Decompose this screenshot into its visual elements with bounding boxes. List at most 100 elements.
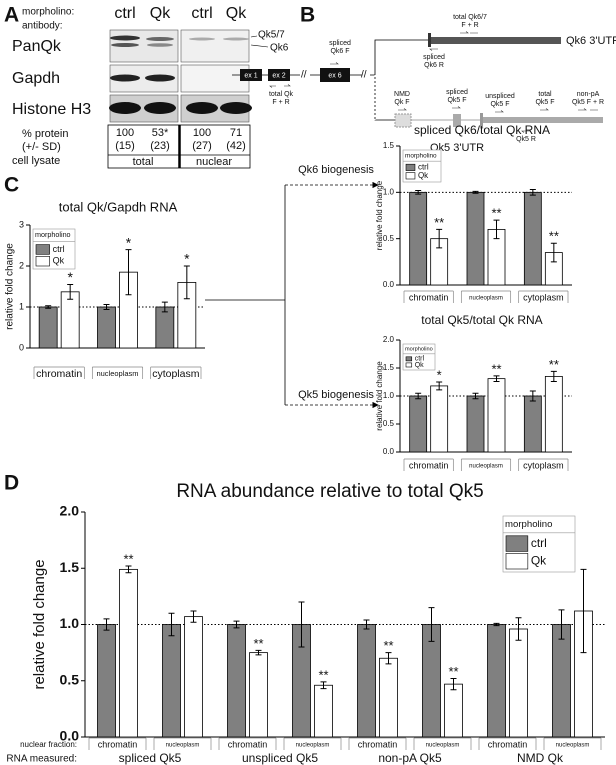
error-bar (493, 219, 500, 240)
primer-label: total (538, 91, 552, 98)
bar (314, 684, 333, 738)
error-bar (298, 601, 305, 648)
bar (409, 395, 428, 453)
significance-label: ** (318, 667, 328, 682)
exon-label: ex 1 (244, 72, 257, 79)
category-bracket (413, 737, 472, 750)
break-mark: // (361, 70, 367, 81)
bar (60, 291, 80, 349)
x-tick-label: cytoplasm (152, 368, 200, 380)
primer-label: total Qk (269, 91, 294, 98)
bar (155, 306, 175, 349)
table-cell: (27) (192, 140, 212, 152)
error-bar (415, 189, 422, 195)
chart-title: total Qk/Gapdh RNA (59, 199, 178, 214)
panel-c-arrows: Qk6 biogenesis Qk5 biogenesis (205, 164, 379, 409)
legend-label: ctrl (53, 244, 65, 254)
x-tick-label: nucleoplasm (426, 743, 460, 749)
chart: RNA abundance relative to total Qk5 relat… (6, 481, 605, 765)
error-bar (493, 622, 500, 627)
bar (466, 395, 485, 453)
legend-title: morpholino (35, 230, 71, 239)
primer-label: Qk5 F (447, 97, 466, 104)
legend-label: ctrl (415, 356, 425, 363)
category-bracket (403, 458, 454, 471)
error-bar (161, 301, 168, 313)
x-tick-label: cytoplasm (523, 292, 564, 302)
error-bar (320, 681, 327, 690)
chart: total Qk5/total Qk RNA relative fold chan… (375, 313, 572, 471)
error-bar (385, 652, 392, 665)
x-tick-label: chromatin (36, 368, 82, 380)
legend-swatch (405, 362, 413, 368)
error-bar (493, 375, 500, 382)
significance-label: ** (549, 357, 559, 372)
y-tick-label: 1 (19, 301, 24, 311)
error-bar (436, 381, 443, 391)
exon-label: ex 6 (328, 72, 341, 79)
primer-label: NMD (394, 91, 410, 98)
blot (109, 29, 252, 123)
bar (552, 624, 571, 738)
x-tick-label: chromatin (488, 739, 528, 749)
x-tick-label: chromatin (228, 739, 268, 749)
panel-a: morpholino: antibody: ctrl Qk ctrl Qk Pa… (12, 5, 289, 169)
primer-label: spliced (423, 54, 445, 61)
y-tick-label: 1.0 (383, 187, 395, 196)
error-bar (45, 305, 52, 309)
legend-swatch (405, 172, 416, 180)
panel-label: C (4, 174, 19, 197)
x-tick-label: chromatin (98, 739, 138, 749)
table-cell: 71 (230, 127, 242, 139)
table-cell: 53* (152, 127, 169, 139)
bar (162, 624, 181, 738)
row-label: cell lysate (12, 155, 60, 167)
band-label: Qk5/7 (258, 30, 285, 41)
y-tick-label: 0.0 (383, 447, 395, 456)
legend-swatch (405, 163, 416, 171)
bar (184, 616, 203, 738)
primer-label: Qk5 F (490, 101, 509, 108)
y-axis-label: relative fold change (5, 243, 16, 330)
primer-label: spliced (329, 40, 351, 47)
arrow-label: Qk5 biogenesis (298, 389, 374, 401)
x-tick-label: chromatin (409, 460, 449, 470)
error-bar (363, 619, 370, 630)
chart-title: RNA abundance relative to total Qk5 (176, 481, 483, 502)
primer-label: Qk F (394, 99, 409, 106)
error-bar (428, 607, 435, 642)
primer-label: Qk6 R (424, 62, 444, 69)
significance-label: ** (123, 551, 133, 566)
primer-label: non-pA (577, 91, 600, 98)
category-bracket (460, 290, 512, 303)
y-tick-label: 0.0 (60, 728, 80, 744)
table-cell: (42) (226, 140, 246, 152)
category-bracket (403, 290, 454, 303)
legend-swatch (505, 553, 529, 570)
table-cell: total (133, 156, 154, 168)
y-tick-label: 2 (19, 260, 24, 270)
category-bracket (283, 737, 342, 750)
category-bracket (88, 737, 147, 750)
legend-label: ctrl (531, 536, 547, 550)
legend-label: Qk (418, 171, 429, 180)
x-tick-label: nucleoplasm (469, 464, 503, 470)
primer-label: Qk5 F + R (572, 99, 604, 106)
category-bracket (460, 458, 512, 471)
antibody-label: Gapdh (12, 70, 60, 87)
y-tick-label: 1.5 (383, 141, 395, 150)
y-axis-label: relative fold change (31, 559, 48, 689)
lane-label: ctrl (114, 5, 135, 22)
x-tick-label: nucleoplasm (469, 296, 503, 302)
y-tick-label: 2.0 (383, 335, 395, 344)
bar (544, 375, 563, 453)
table-cell: 100 (193, 127, 211, 139)
error-bar (558, 609, 565, 640)
error-bar (168, 612, 175, 637)
primer-label: F + R (461, 22, 478, 29)
panel-label: D (4, 472, 19, 495)
error-bar (515, 617, 522, 641)
significance-label: ** (253, 636, 263, 651)
table-cell: (15) (115, 140, 135, 152)
table-cell: (23) (150, 140, 170, 152)
